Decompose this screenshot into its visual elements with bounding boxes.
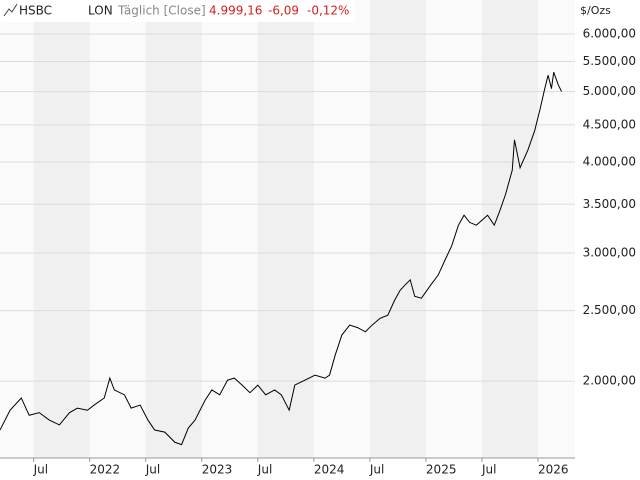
change-pct: -0,12% <box>307 4 349 18</box>
y-tick-label: 4.000,00 <box>583 155 636 169</box>
y-tick-label: 2.000,00 <box>583 374 636 388</box>
chart-title: HSBC <box>19 4 52 18</box>
header-box <box>0 0 355 22</box>
x-tick-label: Jul <box>33 463 48 477</box>
y-tick-label: 5.500,00 <box>583 54 636 68</box>
x-band <box>257 0 314 458</box>
interval: Täglich [Close] <box>117 4 206 18</box>
x-tick-label: Jul <box>481 463 496 477</box>
price-line <box>0 72 562 446</box>
y-unit: $/Ozs <box>580 4 611 17</box>
y-tick-label: 3.000,00 <box>583 245 636 259</box>
y-tick-label: 2.500,00 <box>583 303 636 317</box>
last-price: 4.999,16 <box>209 4 262 18</box>
x-tick-label: 2024 <box>314 463 345 477</box>
y-tick-label: 3.500,00 <box>583 197 636 211</box>
x-band <box>369 0 426 458</box>
x-tick-label: Jul <box>369 463 384 477</box>
x-tick-label: 2026 <box>538 463 569 477</box>
y-tick-label: 6.000,00 <box>583 26 636 40</box>
y-tick-label: 5.000,00 <box>583 84 636 98</box>
x-tick-label: Jul <box>145 463 160 477</box>
x-band <box>481 0 539 458</box>
exchange: LON <box>88 4 113 18</box>
chart-icon <box>3 3 18 17</box>
change: -6,09 <box>268 4 299 18</box>
x-tick-label: 2025 <box>426 463 457 477</box>
x-band <box>145 0 202 458</box>
x-band <box>33 0 90 458</box>
y-tick-label: 4.500,00 <box>583 117 636 131</box>
x-tick-label: 2023 <box>202 463 233 477</box>
x-tick-label: 2022 <box>90 463 121 477</box>
x-tick-label: Jul <box>257 463 272 477</box>
